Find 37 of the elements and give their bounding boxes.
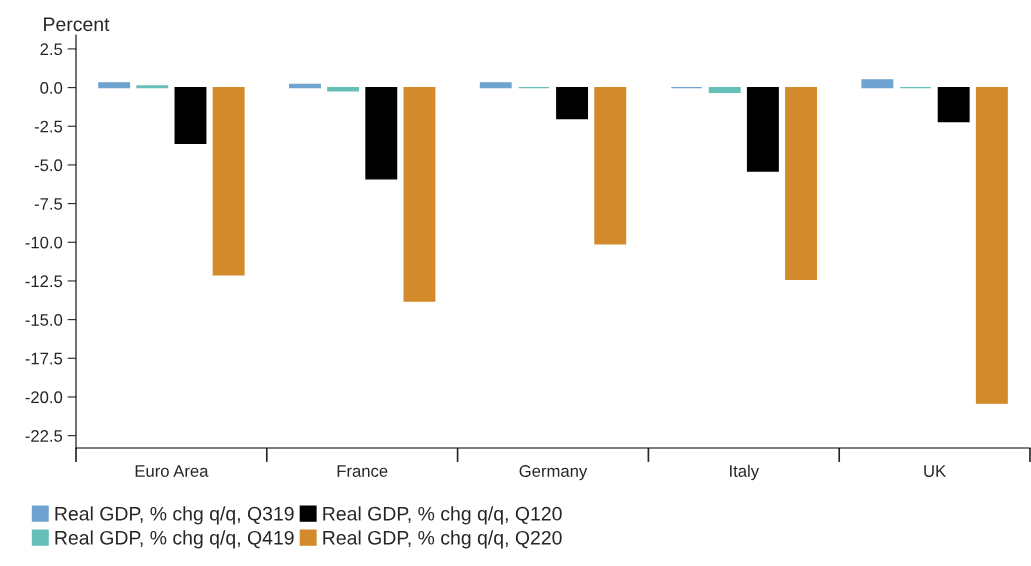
y-tick-label: -5.0 [34,159,63,172]
bar [174,86,207,144]
bar [479,82,512,89]
bar [403,86,436,302]
y-tick-label: -22.5 [25,430,63,442]
x-tick-label: Italy [730,464,760,481]
x-tick-label: UK [924,465,946,477]
bar [556,86,589,120]
y-tick-label: -15.0 [25,314,63,326]
legend-label: Real GDP, % chg q/q, Q419 [55,530,294,549]
bar [937,86,970,123]
y-tick-label: -7.5 [34,198,63,210]
y-tick-label: -20.0 [25,391,63,404]
bar [594,86,627,245]
legend-label: Real GDP, % chg q/q, Q319 [55,506,294,525]
y-axis-title: Percent [44,17,110,32]
bar [708,86,741,93]
y-tick-label: -10.0 [25,236,63,249]
bar [98,82,131,89]
y-tick-label: -17.5 [25,352,63,365]
y-tick-label: 0.0 [40,81,63,94]
y-tick-label: -12.5 [25,275,63,288]
bar [365,86,398,180]
bar [327,86,360,92]
bar [212,86,245,276]
bar [785,86,817,281]
bar [861,79,894,89]
legend-label: Real GDP, % chg q/q, Q120 [323,506,562,525]
bar [746,86,779,172]
y-tick-label: 2.5 [40,43,63,56]
bar [975,86,1008,404]
x-tick-label: France [337,465,388,477]
x-tick-label: Euro Area [135,465,209,477]
x-tick-label: Germany [519,465,588,481]
legend-label: Real GDP, % chg q/q, Q220 [323,530,562,549]
bar [289,83,321,89]
y-tick-label: -2.5 [34,120,63,133]
